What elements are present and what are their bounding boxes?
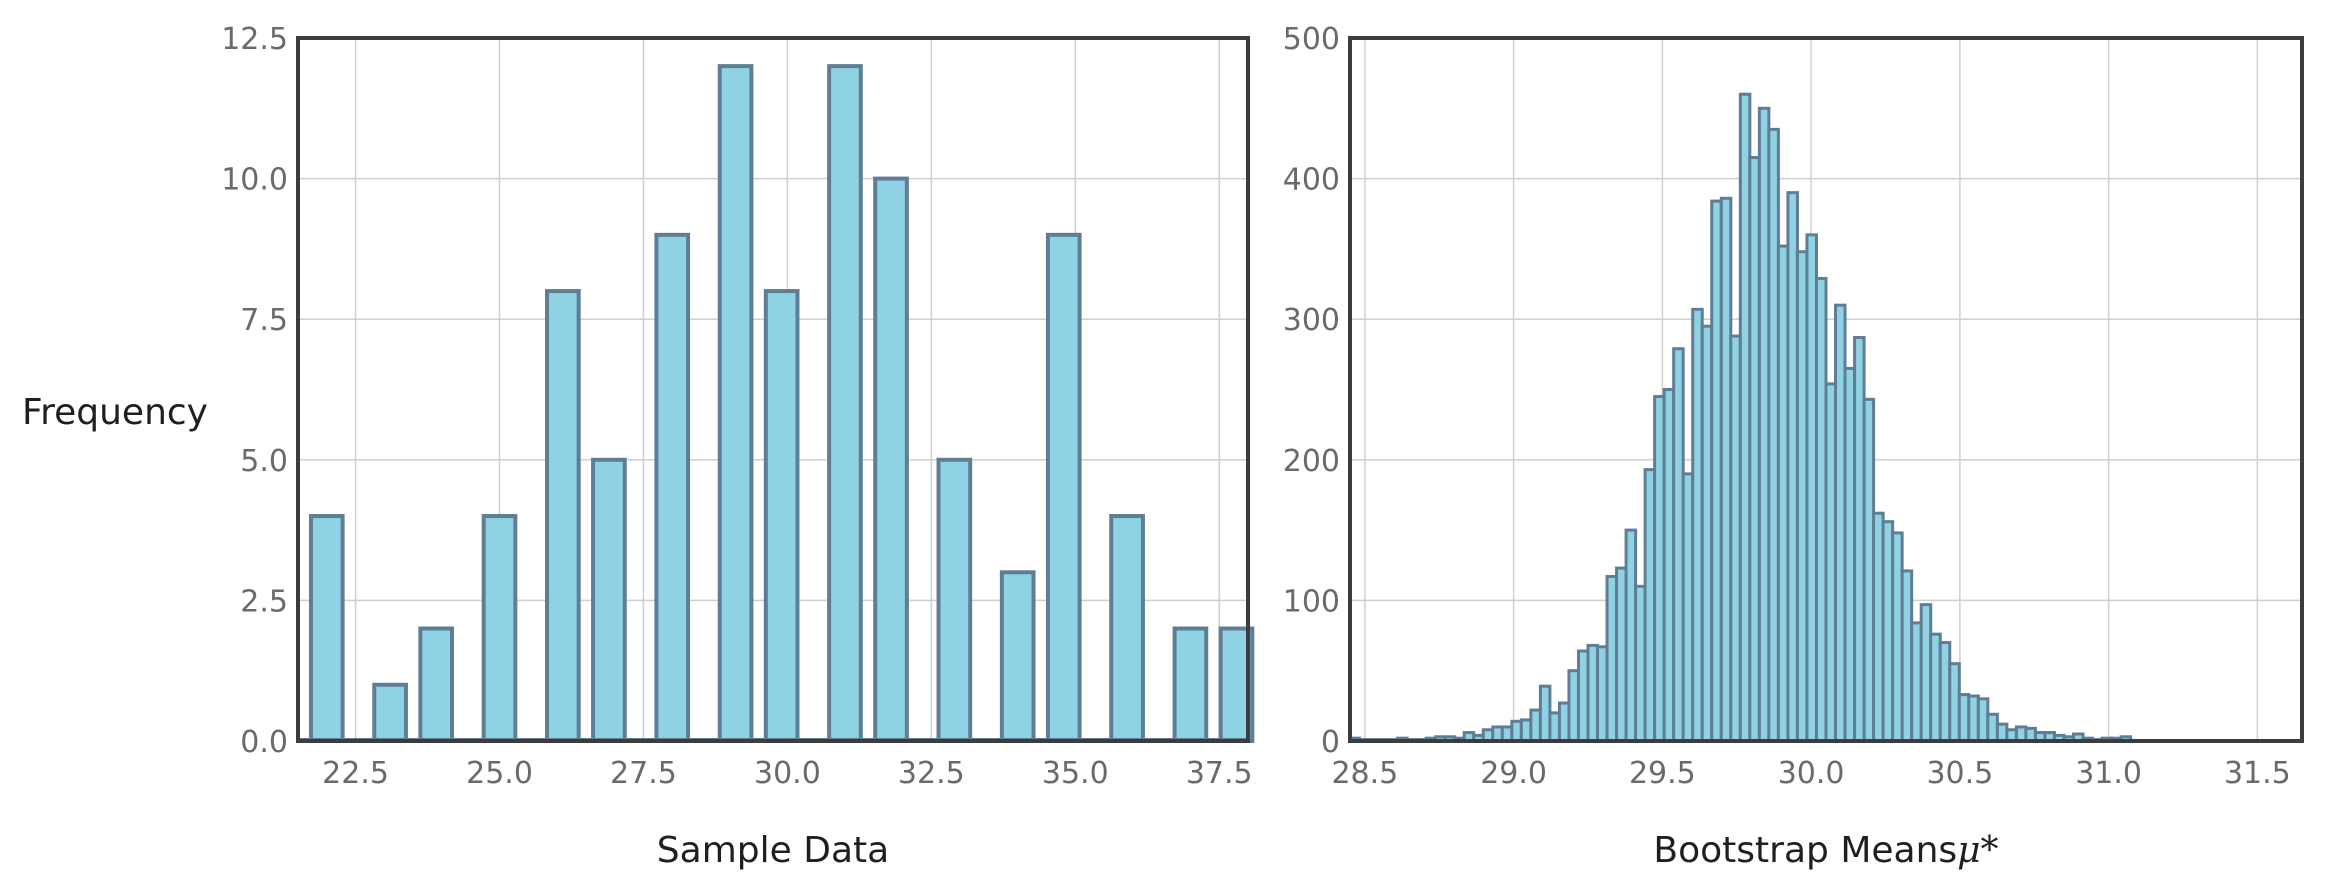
histogram-bar	[1045, 232, 1082, 743]
y-tick-label: 5.0	[240, 444, 288, 479]
histogram-bar	[418, 626, 455, 744]
x-tick-label: 30.5	[1926, 756, 1993, 791]
histogram-bar	[717, 64, 754, 744]
y-tick-label: 7.5	[240, 303, 288, 338]
plot-frame-left	[296, 36, 1250, 743]
x-tick-label: 35.0	[1042, 756, 1109, 791]
x-tick-label: 30.0	[754, 756, 821, 791]
y-tick-labels-left: 0.0 2.5 5.0 7.5 10.0 12.5	[221, 22, 288, 760]
x-tick-labels-right: 28.5 29.0 29.5 30.0 30.5 31.0 31.5	[1331, 756, 2290, 791]
histogram-bar	[763, 289, 800, 743]
x-tick-labels-left: 22.5 25.0 27.5 30.0 32.5 35.0 37.5	[322, 756, 1252, 791]
y-tick-labels-right: 0 100 200 300 400 500	[1283, 22, 1340, 760]
x-tick-label: 31.5	[2224, 756, 2291, 791]
y-tick-label: 500	[1283, 22, 1340, 57]
x-axis-label-right-text: Bootstrap Means	[1653, 830, 1957, 871]
histogram-bar	[372, 682, 408, 744]
x-tick-label: 37.5	[1186, 756, 1253, 791]
histogram-bar	[654, 232, 691, 743]
y-tick-label: 0	[1321, 725, 1340, 760]
x-tick-label: 25.0	[466, 756, 533, 791]
y-tick-label: 12.5	[221, 22, 288, 57]
histogram-bar	[545, 289, 581, 743]
plot-frame-right	[1348, 36, 2304, 743]
y-tick-label: 300	[1283, 303, 1340, 338]
y-tick-label: 100	[1283, 584, 1340, 619]
x-tick-label: 28.5	[1331, 756, 1398, 791]
y-axis-label: Frequency	[22, 392, 208, 433]
x-tick-label: 29.0	[1480, 756, 1547, 791]
mu-star-symbol: μ*	[1957, 830, 1998, 871]
x-axis-label-left: Sample Data	[657, 830, 889, 871]
x-tick-label: 32.5	[898, 756, 965, 791]
x-tick-label: 31.0	[2075, 756, 2142, 791]
sample-data-histogram: 22.5 25.0 27.5 30.0 32.5 35.0 37.5 0.0 2.5 5.0 7.…	[22, 22, 1255, 871]
histogram-bar	[308, 514, 345, 743]
histogram-bar	[591, 457, 627, 743]
histogram-bar	[999, 570, 1036, 744]
x-tick-label: 27.5	[610, 756, 677, 791]
x-tick-label: 29.5	[1629, 756, 1696, 791]
y-tick-label: 400	[1283, 163, 1340, 198]
y-tick-label: 2.5	[240, 584, 288, 619]
histogram-bar	[827, 64, 863, 744]
y-tick-label: 10.0	[221, 163, 288, 198]
y-tick-label: 0.0	[240, 725, 288, 760]
x-axis-label-right: Bootstrap Meansμ*	[1653, 830, 1998, 871]
histogram-bar	[1172, 626, 1209, 744]
y-tick-label: 200	[1283, 444, 1340, 479]
x-tick-label: 30.0	[1778, 756, 1845, 791]
sample-bars	[298, 64, 1255, 744]
histogram-bar	[873, 176, 909, 744]
histogram-bar	[1109, 514, 1145, 743]
bootstrap-bars	[1348, 92, 2133, 743]
x-tick-label: 22.5	[322, 756, 389, 791]
bootstrap-means-histogram: 28.5 29.0 29.5 30.0 30.5 31.0 31.5 0 100 200 300 4…	[1283, 22, 2304, 871]
histogram-bar	[936, 457, 973, 743]
histogram-bar	[481, 514, 518, 743]
